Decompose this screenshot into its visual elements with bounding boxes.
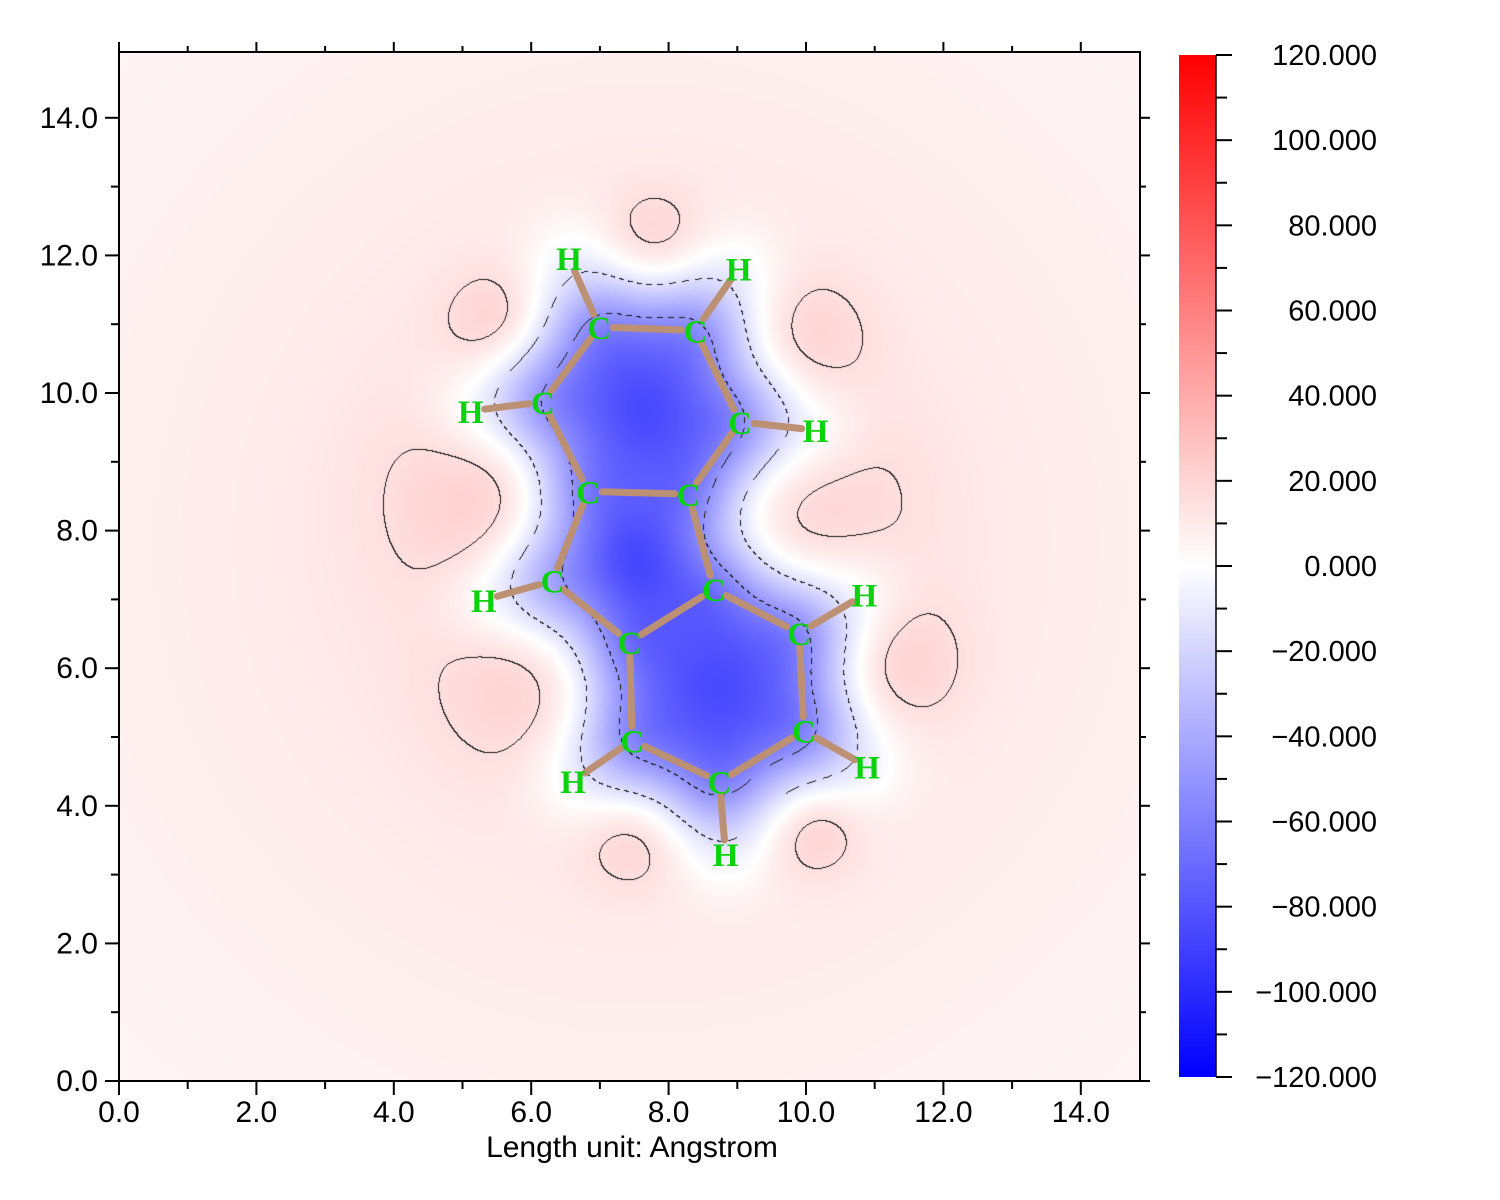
x-axis-title: Length unit: Angstrom xyxy=(486,1131,778,1164)
colorbar xyxy=(1179,55,1216,1077)
x-tick-label: 2.0 xyxy=(236,1096,278,1129)
colorbar-tick-label: 40.000 xyxy=(1288,381,1377,413)
y-tick-label: 14.0 xyxy=(40,102,98,135)
x-tick-label: 12.0 xyxy=(914,1096,972,1129)
colorbar-tick-label: 100.000 xyxy=(1272,125,1377,157)
y-tick-label: 8.0 xyxy=(56,515,98,548)
colorbar-tick-label: 60.000 xyxy=(1288,296,1377,328)
colorbar-tick-label: −100.000 xyxy=(1255,977,1377,1009)
colorbar-tick-label: 120.000 xyxy=(1272,40,1377,72)
colorbar-tick-label: 80.000 xyxy=(1288,210,1377,242)
colorbar-tick-label: −20.000 xyxy=(1271,636,1377,668)
x-tick-label: 8.0 xyxy=(648,1096,690,1129)
x-tick-label: 4.0 xyxy=(373,1096,415,1129)
x-tick-label: 10.0 xyxy=(777,1096,835,1129)
y-tick-label: 0.0 xyxy=(56,1065,98,1098)
colorbar-tick-label: −80.000 xyxy=(1271,892,1377,924)
x-tick-label: 6.0 xyxy=(510,1096,552,1129)
y-tick-label: 2.0 xyxy=(56,927,98,960)
colorbar-tick-label: −60.000 xyxy=(1271,807,1377,839)
potential-field-heatmap xyxy=(119,52,1140,1081)
x-tick-label: 0.0 xyxy=(98,1096,140,1129)
y-tick-label: 4.0 xyxy=(56,790,98,823)
y-tick-label: 12.0 xyxy=(40,239,98,272)
y-tick-label: 10.0 xyxy=(40,377,98,410)
y-tick-label: 6.0 xyxy=(56,652,98,685)
colorbar-tick-label: −120.000 xyxy=(1255,1062,1377,1094)
x-tick-label: 14.0 xyxy=(1052,1096,1110,1129)
colorbar-tick-label: 20.000 xyxy=(1288,466,1377,498)
colorbar-tick-label: 0.000 xyxy=(1304,551,1377,583)
colorbar-tick-label: −40.000 xyxy=(1271,721,1377,753)
